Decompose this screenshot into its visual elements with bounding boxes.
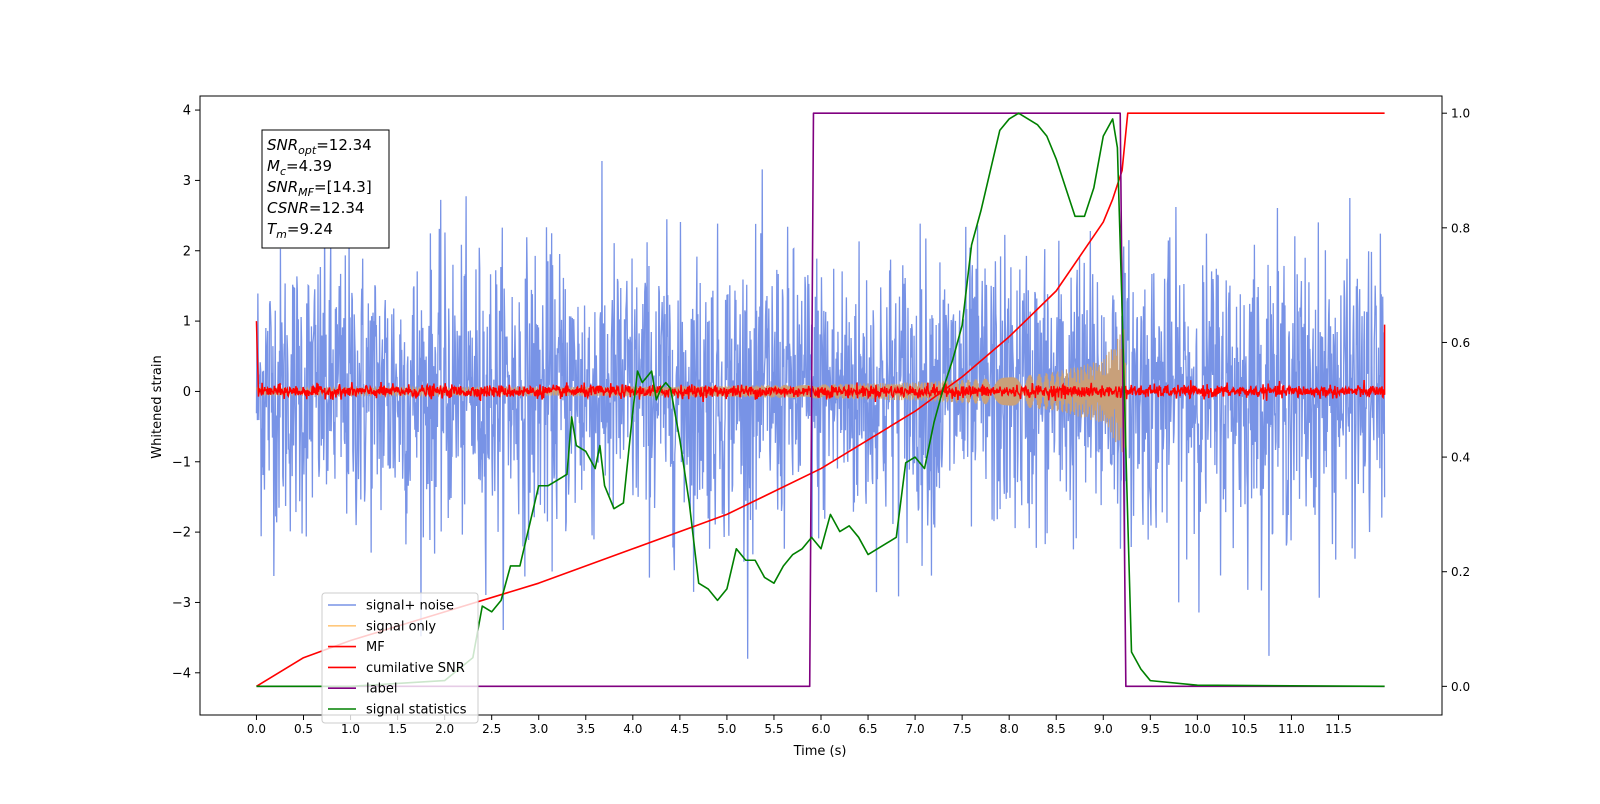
y-right-tick-label: 0.4: [1451, 451, 1470, 465]
y-left-tick-label: −2: [172, 526, 191, 541]
y-left-tick-label: −4: [172, 666, 191, 681]
y-right-tick-label: 0.0: [1451, 680, 1470, 694]
legend-label: signal statistics: [366, 703, 467, 718]
x-tick-label: 1.0: [341, 722, 360, 736]
x-tick-label: 6.5: [858, 722, 877, 736]
x-tick-label: 3.5: [576, 722, 595, 736]
x-axis-label: Time (s): [793, 744, 847, 759]
y-axis-left: 4 3 2 1 0 −1 −2 −3 −4: [172, 104, 200, 681]
series-signal-statistics: [256, 112, 1385, 688]
y-right-tick-label: 0.2: [1451, 565, 1470, 579]
x-tick-label: 7.0: [906, 722, 925, 736]
legend-label: MF: [366, 640, 385, 655]
x-tick-label: 5.5: [764, 722, 783, 736]
x-tick-label: 10.0: [1184, 722, 1211, 736]
legend-label: signal only: [366, 619, 436, 634]
annotation-line: Tm=9.24: [267, 220, 333, 241]
x-tick-label: 7.5: [953, 722, 972, 736]
annotation-line: SNRopt=12.34: [267, 136, 372, 157]
x-tick-label: 6.0: [811, 722, 830, 736]
y-left-tick-label: −1: [172, 455, 191, 470]
y-right-tick-label: 0.8: [1451, 221, 1470, 235]
y-left-tick-label: 0: [183, 385, 191, 400]
annotation-line: Mc=4.39: [267, 157, 332, 178]
legend-label: signal+ noise: [366, 599, 454, 614]
x-tick-label: 8.5: [1047, 722, 1066, 736]
x-tick-label: 4.0: [623, 722, 642, 736]
y-right-tick-label: 1.0: [1451, 107, 1470, 121]
x-tick-label: 3.0: [529, 722, 548, 736]
y-axis-right: 1.0 0.8 0.6 0.4 0.2 0.0: [1442, 107, 1470, 694]
annotation-line: CSNR=12.34: [267, 199, 364, 217]
x-axis: 0.0 0.5 1.0 1.5 2.0 2.5 3.0 3.5 4.0 4.5 5.0 5.5 6.0 6…: [247, 715, 1352, 736]
legend-label: cumilative SNR: [366, 661, 465, 676]
x-tick-label: 2.5: [482, 722, 501, 736]
y-right-tick-label: 0.6: [1451, 336, 1470, 350]
x-tick-label: 11.0: [1278, 722, 1305, 736]
legend: signal+ noise signal only MF cumilative SNR…: [321, 592, 479, 724]
y-left-tick-label: 3: [183, 174, 191, 189]
y-left-tick-label: −3: [172, 596, 191, 611]
x-tick-label: 2.0: [435, 722, 454, 736]
annotation-line: SNRMF=[14.3]: [267, 178, 372, 199]
y-left-tick-label: 1: [183, 315, 191, 330]
x-tick-label: 0.5: [294, 722, 313, 736]
y-axis-label: Whitened strain: [150, 355, 165, 458]
y-left-tick-label: 2: [183, 244, 191, 259]
x-tick-label: 5.0: [717, 722, 736, 736]
x-tick-label: 4.5: [670, 722, 689, 736]
x-tick-label: 0.0: [247, 722, 266, 736]
x-tick-label: 1.5: [388, 722, 407, 736]
x-tick-label: 11.5: [1325, 722, 1352, 736]
x-tick-label: 10.5: [1231, 722, 1258, 736]
legend-label: label: [366, 682, 397, 697]
annotation-box: SNRopt=12.34Mc=4.39SNRMF=[14.3]CSNR=12.3…: [261, 129, 390, 249]
y-left-tick-label: 4: [183, 104, 191, 119]
x-tick-label: 9.0: [1094, 722, 1113, 736]
x-tick-label: 9.5: [1141, 722, 1160, 736]
x-tick-label: 8.0: [1000, 722, 1019, 736]
series-label: [256, 112, 1385, 688]
series-mf: [255, 321, 1386, 403]
